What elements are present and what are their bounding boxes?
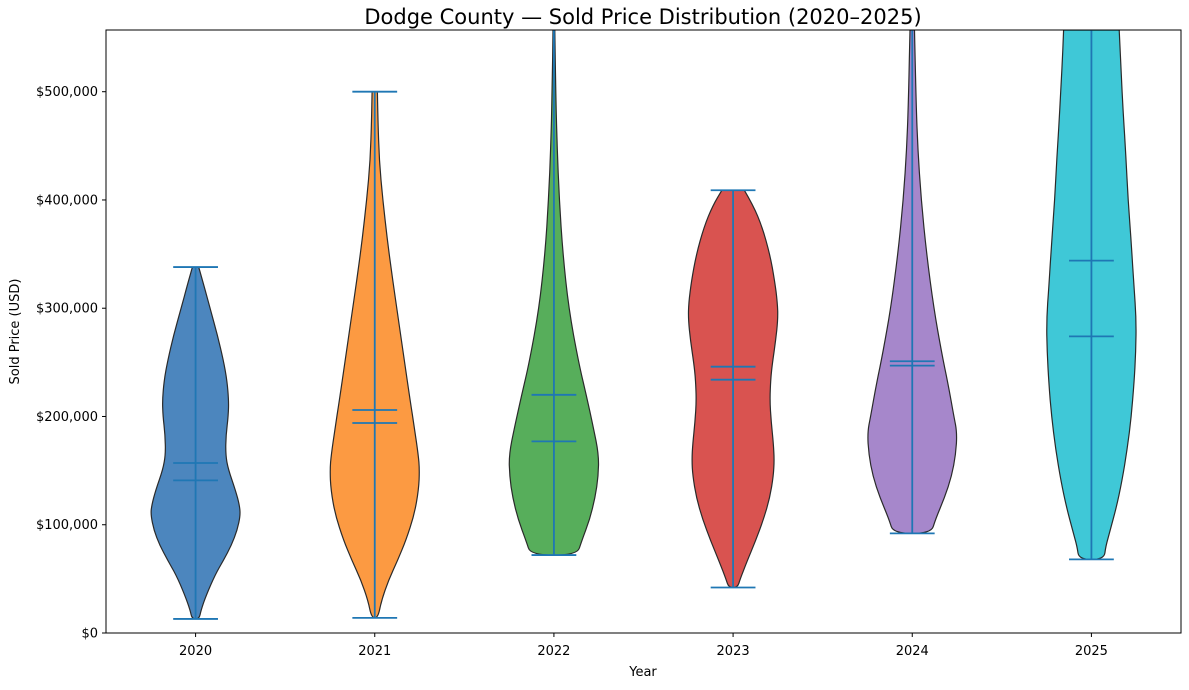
axes-frame [105,29,1182,634]
y-axis-label: Sold Price (USD) [8,279,23,385]
y-tick-label: $400,000 [36,193,98,208]
x-tick-label: 2020 [179,644,212,659]
x-tick-label: 2022 [537,644,570,659]
y-tick-label: $200,000 [36,410,98,425]
y-tick-label: $100,000 [36,518,98,533]
x-tick-label: 2024 [896,644,929,659]
violin-stats-2021 [352,90,398,619]
x-axis-label: Year [628,665,657,680]
violin-stats-2020 [173,266,218,620]
x-tick-label: 2021 [358,644,391,659]
y-tick-label: $0 [81,627,98,642]
violin-stats-2022 [531,30,577,556]
violin-stats-2023 [710,189,756,589]
x-tick-label: 2025 [1075,644,1108,659]
x-tick-label: 2023 [717,644,750,659]
violin-stats-2024 [889,30,935,535]
y-tick-label: $500,000 [36,85,98,100]
plot-area [150,30,1137,620]
y-tick-label: $300,000 [36,302,98,317]
violin-stats-2025 [1069,30,1114,561]
chart-title: Dodge County — Sold Price Distribution (… [364,5,921,29]
